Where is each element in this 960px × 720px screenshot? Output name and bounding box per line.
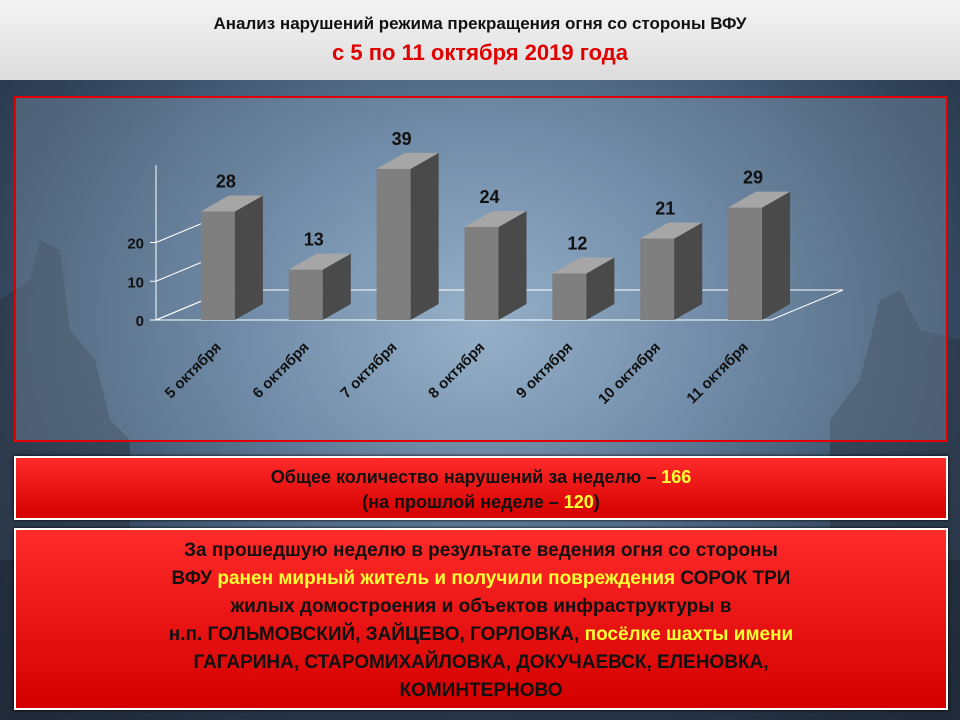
summary-places-1: н.п. ГОЛЬМОВСКИЙ, ЗАЙЦЕВО, ГОРЛОВКА,	[168, 624, 580, 645]
previous-week-value: 120	[563, 492, 594, 512]
page-title: Анализ нарушений режима прекращения огня…	[213, 14, 747, 33]
bars	[200, 152, 791, 320]
bar-value-label: 24	[479, 187, 499, 207]
x-axis: 5 октября 6 октября 7 октября 8 октября 9 ок…	[162, 339, 752, 408]
summary-line-2: ВФУ ранен мирный житель и получили повре…	[16, 566, 946, 592]
page-subtitle-dates: с 5 по 11 октября 2019 года	[332, 40, 628, 65]
y-tick-label: 10	[127, 274, 144, 291]
x-category-label: 7 октября	[337, 339, 400, 402]
bar-front	[640, 238, 675, 320]
summary-injured-text: ранен мирный житель и получили поврежден…	[212, 568, 681, 589]
bar-front	[200, 211, 235, 320]
bar-top	[728, 191, 791, 208]
bar-value-label: 13	[304, 230, 324, 250]
previous-week-line: (на прошлой неделе – 120)	[16, 492, 946, 513]
weekly-total-line: Общее количество нарушений за неделю – 1…	[16, 467, 946, 488]
bar-value-label: 12	[567, 234, 587, 254]
bar-side	[410, 152, 439, 320]
x-category-label: 10 октября	[595, 339, 664, 408]
bar-side	[234, 195, 263, 320]
summary-count-words: СОРОК ТРИ	[680, 568, 791, 589]
bar-top	[464, 211, 527, 227]
bar-side	[498, 211, 527, 320]
weekly-total-value: 166	[661, 467, 692, 487]
weekly-total-text: Общее количество нарушений за неделю –	[270, 467, 662, 487]
bar-top	[376, 152, 439, 169]
bar-front	[288, 269, 323, 320]
bar-side	[674, 222, 703, 320]
x-category-label: 6 октября	[249, 339, 312, 402]
bar-value-label: 39	[392, 129, 412, 149]
bar-front	[376, 168, 411, 320]
summary-mine-text: посёлке шахты имени	[579, 624, 794, 645]
bar-value-label: 28	[216, 172, 236, 192]
summary-line-4: н.п. ГОЛЬМОВСКИЙ, ЗАЙЦЕВО, ГОРЛОВКА, пос…	[16, 622, 946, 648]
x-category-label: 8 октября	[425, 339, 488, 402]
bar-front	[552, 273, 587, 320]
violations-bar-chart: 0 10 20 28 13 39 24 12 21 29 5 октября 6 октября 7…	[127, 129, 844, 408]
x-category-label: 9 октября	[513, 339, 576, 402]
summary-line-3: жилых домостроения и объектов инфраструк…	[230, 596, 732, 617]
previous-week-close: )	[593, 492, 600, 512]
weekly-total-box: Общее количество нарушений за неделю – 1…	[14, 456, 948, 520]
bar-side	[586, 257, 615, 320]
bar-top	[552, 257, 615, 274]
y-tick-label: 20	[127, 236, 144, 253]
bar-value-label: 29	[743, 168, 763, 188]
bar-side	[322, 253, 351, 320]
summary-vfu: ВФУ	[171, 568, 213, 589]
x-category-label: 5 октября	[162, 339, 225, 402]
bar-front	[464, 227, 499, 320]
x-category-label: 11 октября	[683, 339, 751, 407]
data-labels: 28 13 39 24 12 21 29	[216, 129, 763, 254]
chart-frame: 0 10 20 28 13 39 24 12 21 29 5 октября 6 октября 7…	[14, 96, 948, 442]
summary-line-5: ГАГАРИНА, СТАРОМИХАЙЛОВКА, ДОКУЧАЕВСК, Е…	[193, 652, 769, 673]
y-tick-label: 0	[136, 313, 144, 330]
bar-side	[762, 191, 791, 320]
previous-week-text: (на прошлой неделе –	[362, 492, 564, 512]
bar-top	[288, 253, 351, 270]
damage-summary-box: За прошедшую неделю в результате ведения…	[14, 528, 948, 710]
bar-top	[640, 222, 703, 239]
bar-front	[728, 207, 763, 320]
bar-value-label: 21	[655, 199, 675, 219]
y-axis: 0 10 20	[127, 212, 229, 330]
summary-line-1: За прошедшую неделю в результате ведения…	[184, 540, 778, 561]
summary-line-6: КОМИНТЕРНОВО	[399, 680, 563, 701]
bar-top	[200, 195, 263, 212]
title-panel: Анализ нарушений режима прекращения огня…	[0, 0, 960, 80]
